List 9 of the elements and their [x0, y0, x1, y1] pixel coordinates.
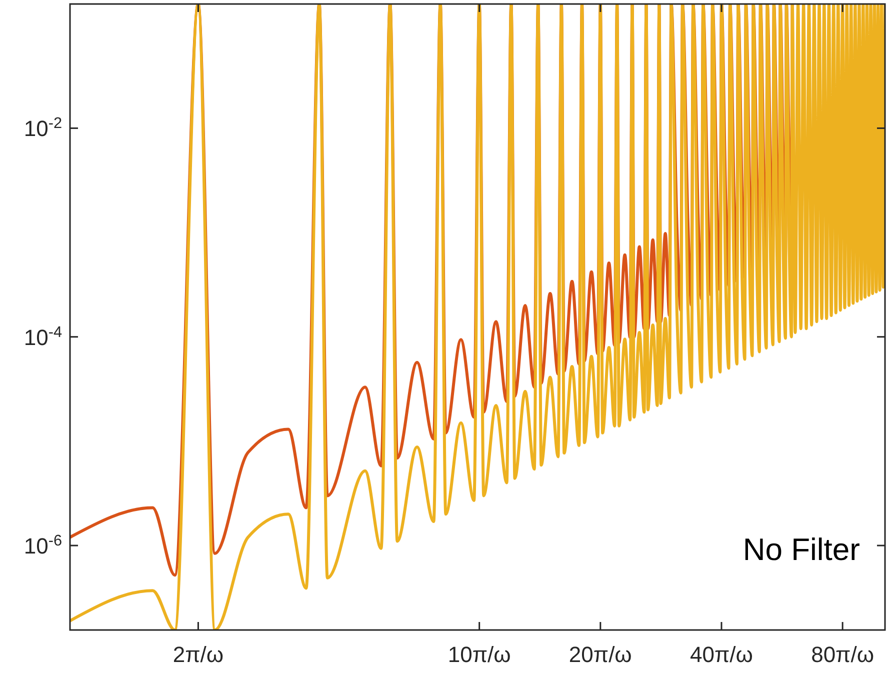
x-tick-label: 80π/ω — [811, 642, 874, 667]
y-tick-label: 10$^{-4}$ — [24, 323, 62, 350]
y-tick-label: 10$^{-2}$ — [24, 114, 62, 142]
y-tick-label: 10$^{-6}$ — [24, 532, 62, 559]
x-tick-label: 10π/ω — [448, 642, 511, 667]
x-tick-label: 20π/ω — [568, 642, 632, 667]
x-tick-label: 40π/ω — [690, 642, 753, 667]
x-tick-label: 2π/ω — [172, 642, 224, 667]
annotation: No Filter — [742, 532, 860, 567]
